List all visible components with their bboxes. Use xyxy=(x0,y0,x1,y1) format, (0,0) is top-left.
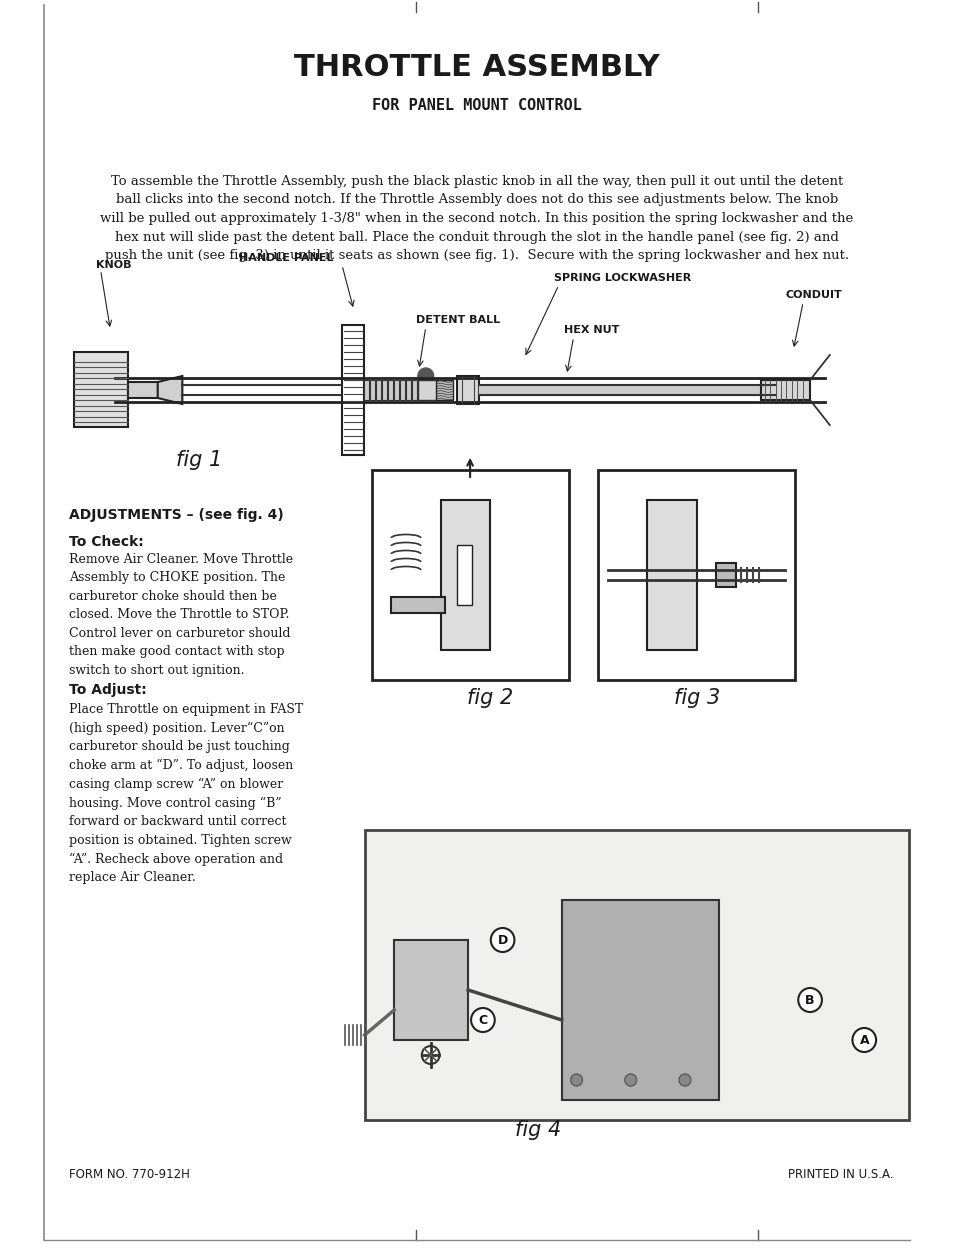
Bar xyxy=(436,380,453,400)
Bar xyxy=(363,380,369,400)
Bar xyxy=(647,500,696,650)
Bar xyxy=(364,830,907,1120)
Bar xyxy=(405,380,411,400)
Bar xyxy=(341,325,363,455)
Bar xyxy=(394,939,468,1040)
Circle shape xyxy=(490,928,514,952)
Text: HANDLE PANEL: HANDLE PANEL xyxy=(238,253,333,263)
Circle shape xyxy=(421,1045,439,1064)
Circle shape xyxy=(570,1074,582,1087)
Bar xyxy=(399,380,405,400)
Bar xyxy=(412,380,416,400)
Bar xyxy=(561,900,719,1100)
Bar xyxy=(716,563,736,587)
Text: A: A xyxy=(859,1033,868,1047)
Text: fig 4: fig 4 xyxy=(515,1120,560,1140)
Bar xyxy=(128,383,157,397)
Circle shape xyxy=(798,988,821,1012)
Text: HEX NUT: HEX NUT xyxy=(563,325,618,335)
Text: PRINTED IN U.S.A.: PRINTED IN U.S.A. xyxy=(787,1169,893,1181)
Bar xyxy=(391,597,445,613)
Text: CONDUIT: CONDUIT xyxy=(784,290,841,300)
Bar xyxy=(371,470,568,680)
Text: Place Throttle on equipment in FAST
(high speed) position. Lever“C”on
carburetor: Place Throttle on equipment in FAST (hig… xyxy=(69,703,303,885)
Bar xyxy=(370,380,375,400)
Text: Remove Air Cleaner. Move Throttle
Assembly to CHOKE position. The
carburetor cho: Remove Air Cleaner. Move Throttle Assemb… xyxy=(69,553,293,677)
Polygon shape xyxy=(157,376,182,404)
Text: fig 1: fig 1 xyxy=(175,450,222,470)
Bar xyxy=(456,376,478,404)
Bar xyxy=(381,380,387,400)
Bar xyxy=(74,353,128,427)
Text: THROTTLE ASSEMBLY: THROTTLE ASSEMBLY xyxy=(294,54,659,82)
Text: FOR PANEL MOUNT CONTROL: FOR PANEL MOUNT CONTROL xyxy=(372,97,581,112)
Bar xyxy=(760,380,809,400)
Bar xyxy=(394,380,398,400)
Bar xyxy=(456,545,472,606)
Text: SPRING LOCKWASHER: SPRING LOCKWASHER xyxy=(554,273,690,283)
Bar xyxy=(417,380,437,400)
Bar xyxy=(440,500,489,650)
Circle shape xyxy=(624,1074,636,1087)
Text: ADJUSTMENTS – (see fig. 4): ADJUSTMENTS – (see fig. 4) xyxy=(69,508,283,522)
Text: To assemble the Throttle Assembly, push the black plastic knob in all the way, t: To assemble the Throttle Assembly, push … xyxy=(100,174,853,262)
Text: To Check:: To Check: xyxy=(69,535,144,549)
Text: fig 2: fig 2 xyxy=(466,688,513,708)
Text: D: D xyxy=(497,933,507,947)
Bar xyxy=(598,470,795,680)
Circle shape xyxy=(417,368,434,384)
Text: fig 3: fig 3 xyxy=(673,688,720,708)
Circle shape xyxy=(852,1028,875,1052)
Text: To Adjust:: To Adjust: xyxy=(69,683,147,697)
Text: C: C xyxy=(477,1013,487,1027)
Circle shape xyxy=(471,1008,495,1032)
Text: DETENT BALL: DETENT BALL xyxy=(416,315,499,325)
Text: FORM NO. 770-912H: FORM NO. 770-912H xyxy=(69,1169,190,1181)
Text: KNOB: KNOB xyxy=(95,260,131,270)
Bar xyxy=(387,380,393,400)
Bar xyxy=(375,380,381,400)
Circle shape xyxy=(679,1074,690,1087)
Text: B: B xyxy=(804,993,814,1007)
